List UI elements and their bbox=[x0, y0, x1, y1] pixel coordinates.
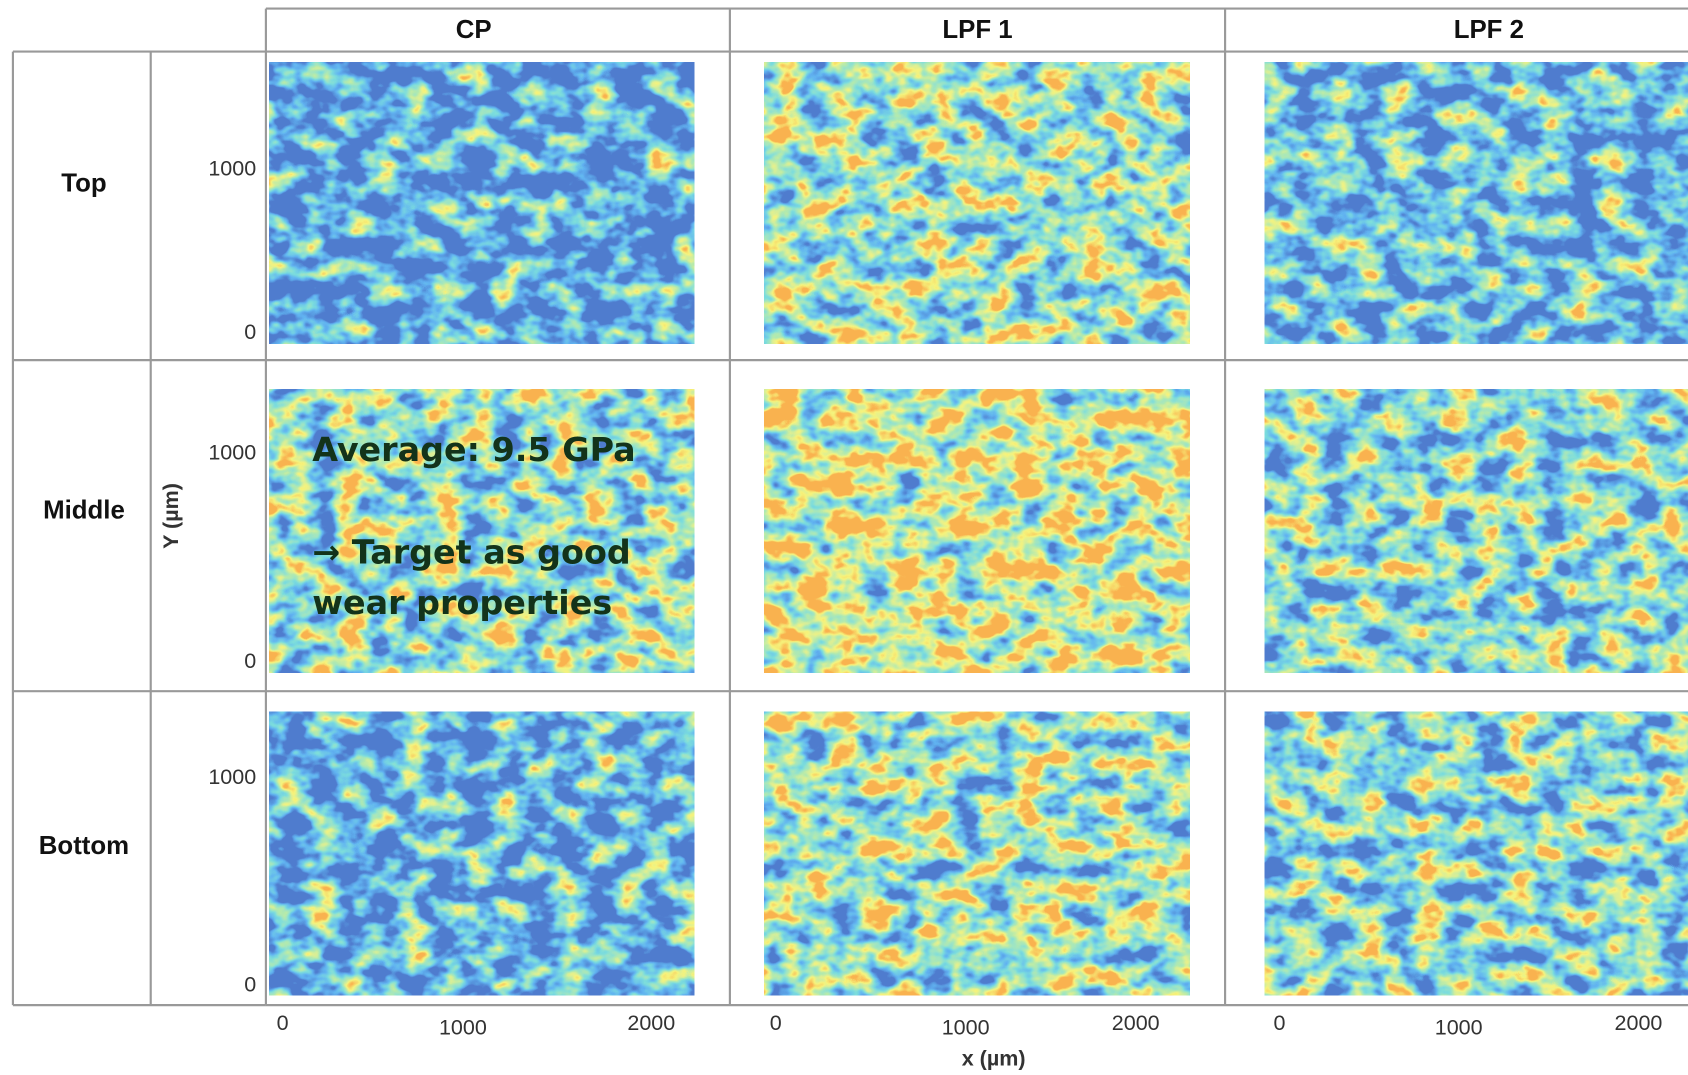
heatmap bbox=[269, 389, 695, 673]
heatmap bbox=[1264, 62, 1688, 344]
y-tick-label: 0 bbox=[244, 320, 256, 344]
annotation: Average: 9.5 GPa bbox=[312, 430, 636, 469]
x-tick-label: 0 bbox=[277, 1011, 289, 1035]
column-header: LPF 2 bbox=[1454, 16, 1524, 44]
heatmap bbox=[1264, 389, 1688, 673]
heatmap bbox=[764, 62, 1190, 344]
x-tick-label: 1000 bbox=[1435, 1015, 1483, 1039]
column-header: CP bbox=[456, 16, 492, 44]
row-header: Bottom bbox=[39, 832, 129, 860]
heatmaps bbox=[269, 62, 1688, 996]
table-borders bbox=[11, 7, 1688, 1007]
x-tick-label: 0 bbox=[770, 1011, 782, 1035]
y-tick-label: 1000 bbox=[208, 765, 256, 789]
y-tick-label: 1000 bbox=[208, 440, 256, 464]
heatmap bbox=[269, 62, 695, 344]
x-tick-label: 0 bbox=[1274, 1011, 1286, 1035]
row-header: Top bbox=[61, 170, 106, 198]
y-tick-label: 0 bbox=[244, 649, 256, 673]
y-axis-label: Y (µm) bbox=[159, 483, 183, 549]
x-tick-label: 2000 bbox=[627, 1011, 675, 1035]
annotation: → Target as good bbox=[312, 532, 631, 571]
y-tick-label: 0 bbox=[244, 972, 256, 996]
x-tick-label: 2000 bbox=[1112, 1011, 1160, 1035]
heatmap bbox=[764, 389, 1190, 673]
heatmap bbox=[1264, 711, 1688, 996]
heatmap bbox=[269, 711, 695, 996]
x-tick-label: 2000 bbox=[1615, 1011, 1663, 1035]
x-tick-label: 1000 bbox=[942, 1015, 990, 1039]
heatmap bbox=[764, 711, 1190, 996]
column-header: LPF 1 bbox=[942, 16, 1012, 44]
row-header: Middle bbox=[43, 497, 125, 525]
x-axis-label: x (µm) bbox=[962, 1047, 1026, 1071]
x-tick-label: 1000 bbox=[439, 1015, 487, 1039]
y-tick-label: 1000 bbox=[208, 157, 256, 181]
labels: CP LPF 1 LPF 2 Top Middle Bottom 1000 0 1000 0 100… bbox=[39, 16, 1663, 1071]
annotation: wear properties bbox=[312, 583, 612, 622]
